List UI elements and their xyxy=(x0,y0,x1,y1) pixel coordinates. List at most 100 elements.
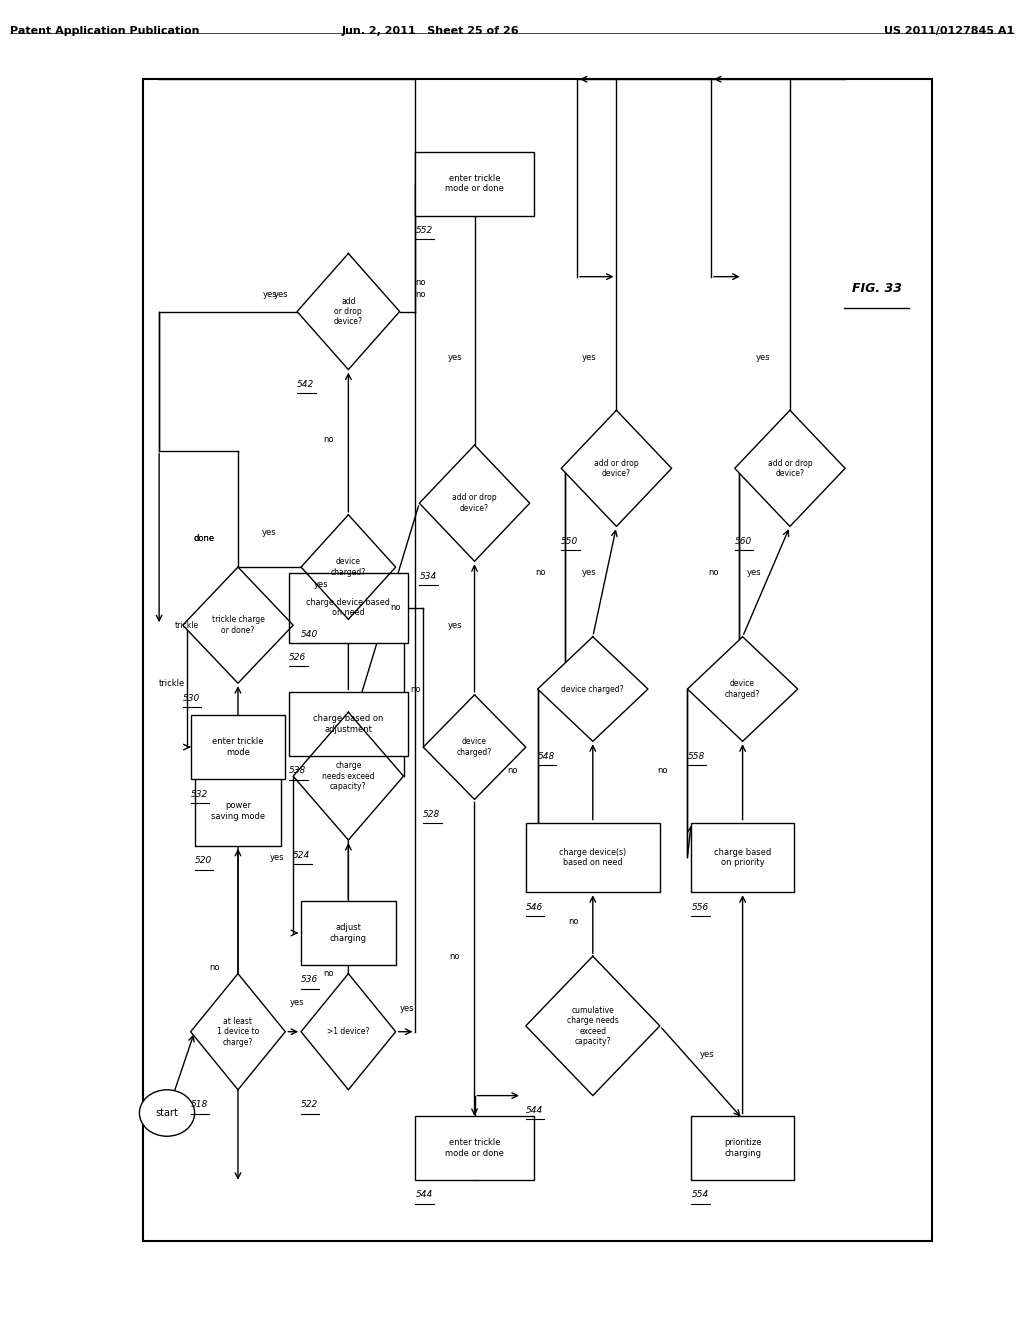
Text: trickle charge
or done?: trickle charge or done? xyxy=(212,615,264,635)
Text: 540: 540 xyxy=(301,630,318,639)
Text: no: no xyxy=(416,289,426,298)
Text: add or drop
device?: add or drop device? xyxy=(768,458,812,478)
Text: device
charged?: device charged? xyxy=(331,557,366,577)
Text: charge device(s)
based on need: charge device(s) based on need xyxy=(559,847,627,867)
Bar xyxy=(525,822,659,892)
Polygon shape xyxy=(538,636,648,742)
Text: yes: yes xyxy=(400,1005,415,1012)
Text: FIG. 33: FIG. 33 xyxy=(852,281,902,294)
Text: no: no xyxy=(535,569,546,577)
Text: yes: yes xyxy=(274,289,289,298)
Text: enter trickle
mode or done: enter trickle mode or done xyxy=(445,1138,504,1158)
Polygon shape xyxy=(301,974,395,1090)
Text: yes: yes xyxy=(756,354,770,363)
Text: 550: 550 xyxy=(561,537,579,546)
Text: add or drop
device?: add or drop device? xyxy=(594,458,639,478)
Text: device
charged?: device charged? xyxy=(725,680,760,698)
Text: no: no xyxy=(324,434,334,444)
Text: device charged?: device charged? xyxy=(561,685,624,693)
Text: adjust
charging: adjust charging xyxy=(330,923,367,942)
Text: enter trickle
mode: enter trickle mode xyxy=(212,738,264,756)
Text: add
or drop
device?: add or drop device? xyxy=(334,297,362,326)
Polygon shape xyxy=(301,515,395,619)
Text: 526: 526 xyxy=(289,653,306,663)
Polygon shape xyxy=(297,253,399,370)
Text: 548: 548 xyxy=(538,752,555,760)
Bar xyxy=(195,776,282,846)
Text: no: no xyxy=(568,917,579,925)
Polygon shape xyxy=(293,713,403,840)
Bar xyxy=(190,715,286,779)
Text: 524: 524 xyxy=(293,850,310,859)
Text: yes: yes xyxy=(447,620,462,630)
Bar xyxy=(289,692,408,756)
Text: 544: 544 xyxy=(525,1106,543,1115)
Text: yes: yes xyxy=(262,528,276,537)
Text: no: no xyxy=(411,685,421,693)
Ellipse shape xyxy=(139,1090,195,1137)
Polygon shape xyxy=(735,411,845,527)
Polygon shape xyxy=(525,956,659,1096)
Text: yes: yes xyxy=(263,289,278,298)
Text: charge based on
adjustment: charge based on adjustment xyxy=(313,714,384,734)
Text: 536: 536 xyxy=(301,975,318,985)
Text: yes: yes xyxy=(582,569,596,577)
Text: yes: yes xyxy=(290,998,304,1007)
Bar xyxy=(416,1115,534,1180)
Bar xyxy=(143,79,932,1241)
Text: enter trickle
mode or done: enter trickle mode or done xyxy=(445,174,504,194)
Text: 538: 538 xyxy=(289,767,306,775)
Text: yes: yes xyxy=(270,853,285,862)
Text: yes: yes xyxy=(582,354,597,363)
Bar xyxy=(301,902,395,965)
Text: start: start xyxy=(156,1107,178,1118)
Text: add or drop
device?: add or drop device? xyxy=(453,494,497,513)
Polygon shape xyxy=(190,974,286,1090)
Bar xyxy=(416,152,534,215)
Polygon shape xyxy=(561,411,672,527)
Text: 522: 522 xyxy=(301,1101,318,1109)
Text: no: no xyxy=(507,766,518,775)
Text: 518: 518 xyxy=(190,1101,208,1109)
Text: done: done xyxy=(194,533,214,543)
Text: no: no xyxy=(390,603,401,612)
Text: no: no xyxy=(416,279,426,286)
Text: 554: 554 xyxy=(691,1191,709,1200)
Text: 544: 544 xyxy=(416,1191,432,1200)
Text: done: done xyxy=(194,533,214,543)
Text: 546: 546 xyxy=(525,903,543,912)
Text: no: no xyxy=(657,766,668,775)
Text: 556: 556 xyxy=(691,903,709,912)
Text: cumulative
charge needs
exceed
capacity?: cumulative charge needs exceed capacity? xyxy=(567,1006,618,1045)
Text: >1 device?: >1 device? xyxy=(328,1027,370,1036)
Text: 534: 534 xyxy=(420,572,436,581)
Text: charge device based
on need: charge device based on need xyxy=(306,598,390,618)
Text: charge
needs exceed
capacity?: charge needs exceed capacity? xyxy=(323,762,375,791)
Bar xyxy=(691,822,794,892)
Text: 552: 552 xyxy=(416,226,432,235)
Text: trickle: trickle xyxy=(175,620,199,630)
Text: yes: yes xyxy=(447,354,462,363)
Text: yes: yes xyxy=(313,579,328,589)
Text: yes: yes xyxy=(748,569,762,577)
Text: 532: 532 xyxy=(190,789,208,799)
Text: charge based
on priority: charge based on priority xyxy=(714,847,771,867)
Text: power
saving mode: power saving mode xyxy=(211,801,265,821)
Bar xyxy=(691,1115,794,1180)
Polygon shape xyxy=(420,445,529,561)
Text: 530: 530 xyxy=(182,694,200,702)
Text: no: no xyxy=(209,964,219,973)
Text: Jun. 2, 2011   Sheet 25 of 26: Jun. 2, 2011 Sheet 25 of 26 xyxy=(341,26,519,37)
Polygon shape xyxy=(423,694,525,800)
Text: Patent Application Publication: Patent Application Publication xyxy=(10,26,200,37)
Text: 560: 560 xyxy=(735,537,752,546)
Text: US 2011/0127845 A1: US 2011/0127845 A1 xyxy=(884,26,1014,37)
Text: 558: 558 xyxy=(687,752,705,760)
Text: device
charged?: device charged? xyxy=(457,738,493,756)
Polygon shape xyxy=(687,636,798,742)
Bar xyxy=(289,573,408,643)
Text: prioritize
charging: prioritize charging xyxy=(724,1138,762,1158)
Polygon shape xyxy=(182,568,293,684)
Text: 520: 520 xyxy=(195,857,212,866)
Text: no: no xyxy=(324,969,334,978)
